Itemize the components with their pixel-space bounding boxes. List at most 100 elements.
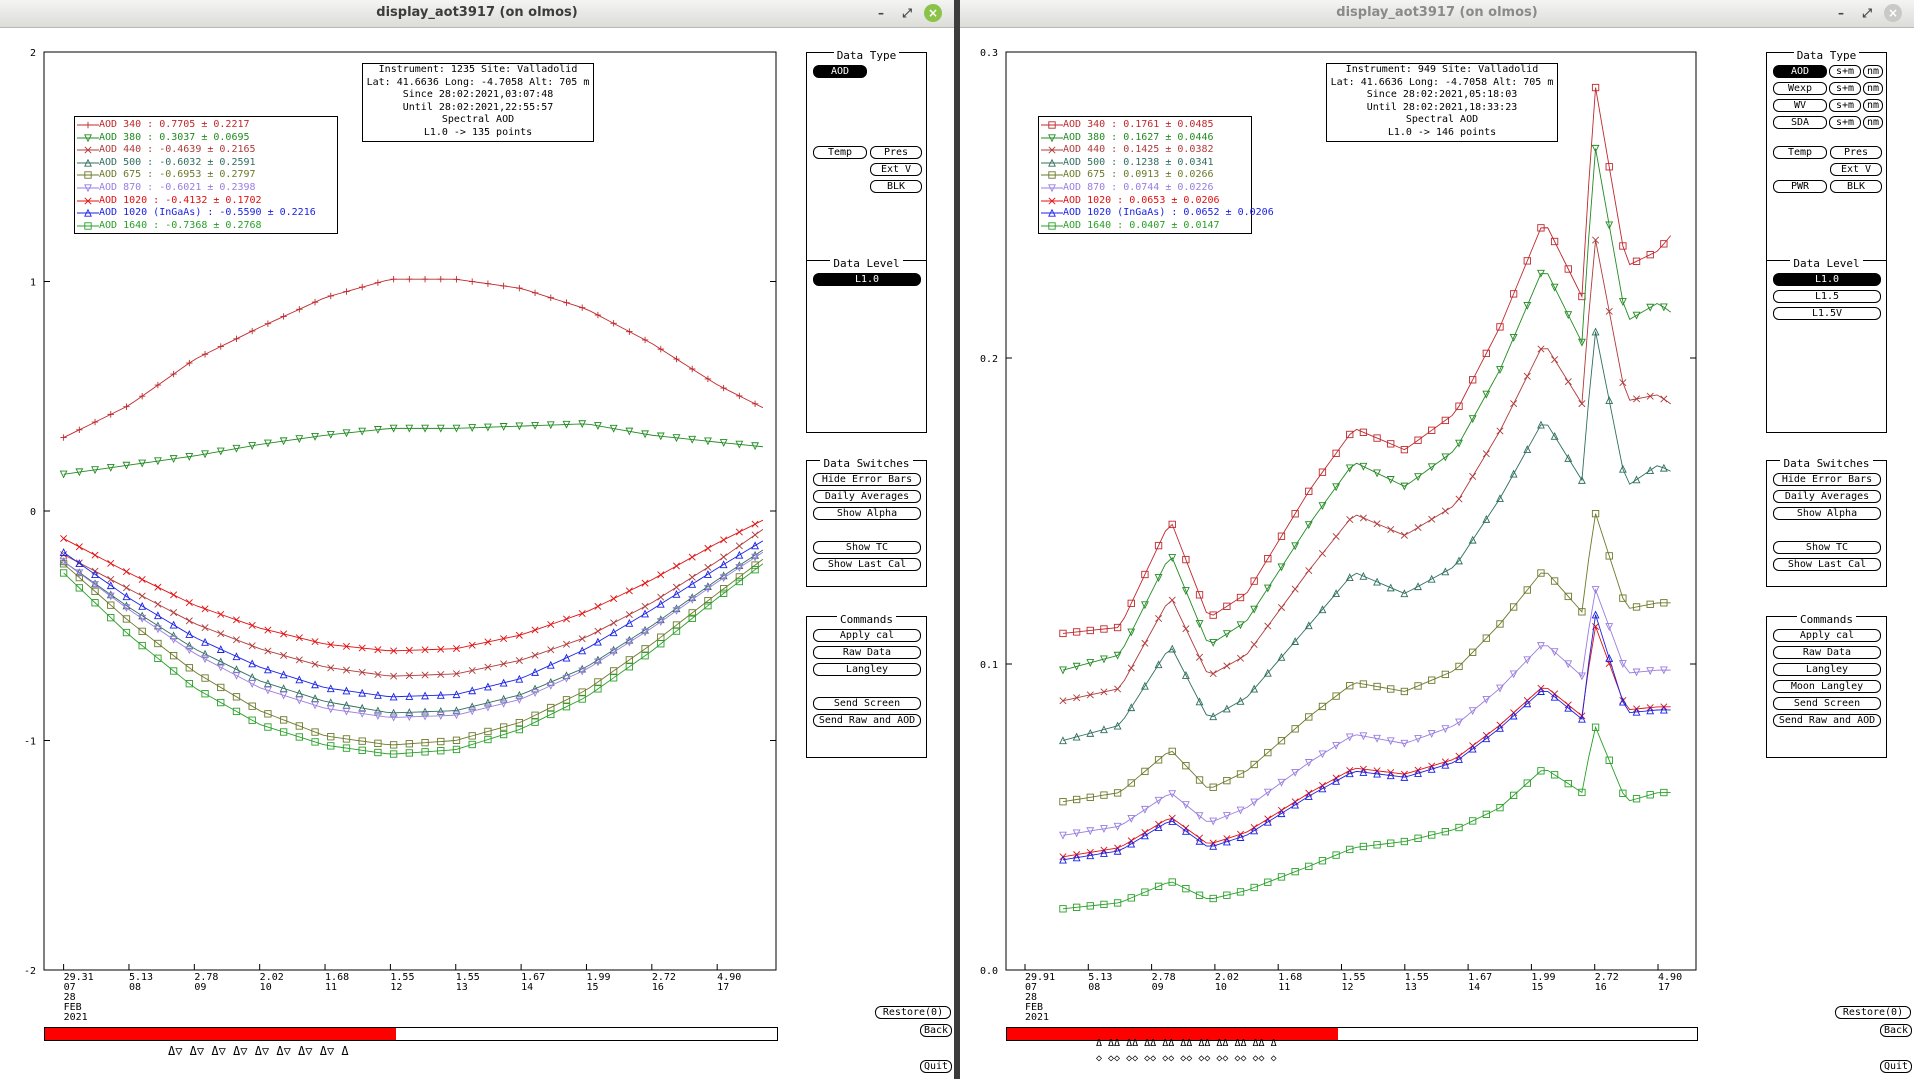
- right-raw-data-button[interactable]: Raw Data: [1773, 646, 1881, 659]
- right-sda-sm-button[interactable]: s+m: [1829, 116, 1861, 129]
- right-hide-error-bars-button[interactable]: Hide Error Bars: [1773, 473, 1881, 486]
- left-send-raw-aod-button[interactable]: Send Raw and AOD: [813, 714, 921, 727]
- right-daily-averages-button[interactable]: Daily Averages: [1773, 490, 1881, 503]
- right-aod-sm-button[interactable]: s+m: [1829, 65, 1861, 78]
- right-send-screen-button[interactable]: Send Screen: [1773, 697, 1881, 710]
- left-hide-error-bars-button[interactable]: Hide Error Bars: [813, 473, 921, 486]
- left-data-point: [452, 711, 461, 720]
- left-back-button[interactable]: Back: [920, 1024, 952, 1037]
- right-data-point: [1318, 750, 1327, 759]
- left-data-point: [751, 541, 759, 550]
- left-show-last-cal-button[interactable]: Show Last Cal: [813, 558, 921, 571]
- right-data-point: [1209, 817, 1218, 826]
- right-pres-button[interactable]: Pres: [1830, 146, 1882, 159]
- left-data-point: [703, 582, 712, 590]
- left-extv-button[interactable]: Ext V: [870, 163, 922, 176]
- right-temp-button[interactable]: Temp: [1773, 146, 1827, 159]
- right-sda-button[interactable]: SDA: [1773, 116, 1827, 129]
- right-aod-button[interactable]: AOD: [1773, 65, 1827, 78]
- right-data-point: [1468, 535, 1477, 544]
- left-data-point: [295, 656, 303, 664]
- left-data-point: [122, 461, 131, 470]
- left-x-tick-label: 1.55: [390, 972, 414, 983]
- right-legend-swatch: [1041, 184, 1063, 193]
- right-back-button[interactable]: Back: [1880, 1024, 1912, 1037]
- right-l10-button[interactable]: L1.0: [1773, 273, 1881, 286]
- left-quit-button[interactable]: Quit: [920, 1060, 952, 1073]
- left-data-point: [75, 468, 84, 477]
- left-blk-button[interactable]: BLK: [870, 180, 922, 193]
- right-aod-nm-button[interactable]: nm: [1863, 65, 1883, 78]
- left-data-point: [751, 550, 759, 559]
- left-legend-swatch: [77, 197, 99, 205]
- close-icon[interactable]: ×: [924, 4, 942, 22]
- left-data-point: [185, 680, 193, 688]
- right-moon-langley-button[interactable]: Moon Langley: [1773, 680, 1881, 693]
- left-legend-item: AOD 440 : -0.4639 ± 0.2165: [77, 144, 256, 156]
- right-restore-button[interactable]: Restore(0): [1835, 1006, 1911, 1019]
- right-data-point: [1496, 684, 1504, 693]
- left-info-line: Spectral AOD: [441, 114, 515, 125]
- right-sda-nm-button[interactable]: nm: [1863, 116, 1883, 129]
- minimize-icon[interactable]: –: [1838, 6, 1844, 20]
- close-icon[interactable]: ×: [1884, 4, 1902, 22]
- left-marker-row[interactable]: Δ▽ Δ▽ Δ▽ Δ▽ Δ▽ Δ▽ Δ▽ Δ▽ Δ: [168, 1044, 349, 1058]
- right-data-point: [1577, 338, 1586, 347]
- right-data-point: [1345, 573, 1354, 582]
- right-date-year: 2021: [1025, 1012, 1049, 1023]
- left-aod-button[interactable]: AOD: [813, 65, 867, 78]
- right-marker-row-2[interactable]: ◇ ◇◇ ◇◇ ◇◇ ◇◇ ◇◇ ◇◇ ◇◇ ◇◇ ◇◇ ◇: [1096, 1053, 1277, 1064]
- right-l15-button[interactable]: L1.5: [1773, 290, 1881, 303]
- right-marker-row[interactable]: Δ ΔΔ ΔΔ ΔΔ ΔΔ ΔΔ ΔΔ ΔΔ ΔΔ ΔΔ Δ: [1096, 1038, 1277, 1049]
- right-l15v-button[interactable]: L1.5V: [1773, 307, 1881, 320]
- left-daily-averages-button[interactable]: Daily Averages: [813, 490, 921, 503]
- left-data-point: [185, 646, 194, 655]
- left-info-line: Since 28:02:2021,03:07:48: [402, 89, 554, 100]
- right-data-point: [1222, 837, 1231, 846]
- left-apply-cal-button[interactable]: Apply cal: [813, 629, 921, 642]
- right-wv-sm-button[interactable]: s+m: [1829, 99, 1861, 112]
- left-data-point: [421, 739, 429, 747]
- left-data-point: [295, 696, 304, 705]
- minimize-icon[interactable]: –: [878, 6, 884, 20]
- left-show-tc-button[interactable]: Show TC: [813, 541, 921, 554]
- left-data-point: [311, 638, 319, 646]
- left-pres-button[interactable]: Pres: [870, 146, 922, 159]
- right-wexp-button[interactable]: Wexp: [1773, 82, 1827, 95]
- right-wexp-sm-button[interactable]: s+m: [1829, 82, 1861, 95]
- right-apply-cal-button[interactable]: Apply cal: [1773, 629, 1881, 642]
- left-progress-bar[interactable]: [44, 1027, 778, 1041]
- left-legend-marker: [84, 146, 92, 154]
- right-blk-button[interactable]: BLK: [1830, 180, 1882, 193]
- left-legend-swatch: [77, 158, 99, 167]
- right-data-point: [1618, 464, 1627, 473]
- left-data-point: [593, 637, 602, 646]
- left-langley-button[interactable]: Langley: [813, 663, 921, 676]
- left-send-screen-button[interactable]: Send Screen: [813, 697, 921, 710]
- left-temp-button[interactable]: Temp: [813, 146, 867, 159]
- right-pwr-button[interactable]: PWR: [1773, 180, 1827, 193]
- right-quit-button[interactable]: Quit: [1880, 1060, 1912, 1073]
- left-data-point: [248, 621, 256, 629]
- right-show-tc-button[interactable]: Show TC: [1773, 541, 1881, 554]
- left-l10-button[interactable]: L1.0: [813, 273, 921, 286]
- right-data-point: [1100, 725, 1108, 734]
- right-show-last-cal-button[interactable]: Show Last Cal: [1773, 558, 1881, 571]
- right-langley-button[interactable]: Langley: [1773, 663, 1881, 676]
- maximize-icon[interactable]: ⤢: [1862, 6, 1872, 20]
- right-progress-bar[interactable]: [1006, 1027, 1698, 1041]
- right-commands-group: Commands Apply cal Raw Data Langley Moon…: [1766, 613, 1887, 758]
- right-wexp-nm-button[interactable]: nm: [1863, 82, 1883, 95]
- right-data-point: [1209, 841, 1218, 850]
- right-show-alpha-button[interactable]: Show Alpha: [1773, 507, 1881, 520]
- right-data-point: [1222, 630, 1231, 639]
- right-send-raw-aod-button[interactable]: Send Raw and AOD: [1773, 714, 1881, 727]
- right-wv-button[interactable]: WV: [1773, 99, 1827, 112]
- right-extv-button[interactable]: Ext V: [1830, 163, 1882, 176]
- left-raw-data-button[interactable]: Raw Data: [813, 646, 921, 659]
- right-wv-nm-button[interactable]: nm: [1863, 99, 1883, 112]
- maximize-icon[interactable]: ⤢: [902, 6, 912, 20]
- left-restore-button[interactable]: Restore(0): [875, 1006, 951, 1019]
- right-data-point: [1373, 682, 1381, 691]
- left-show-alpha-button[interactable]: Show Alpha: [813, 507, 921, 520]
